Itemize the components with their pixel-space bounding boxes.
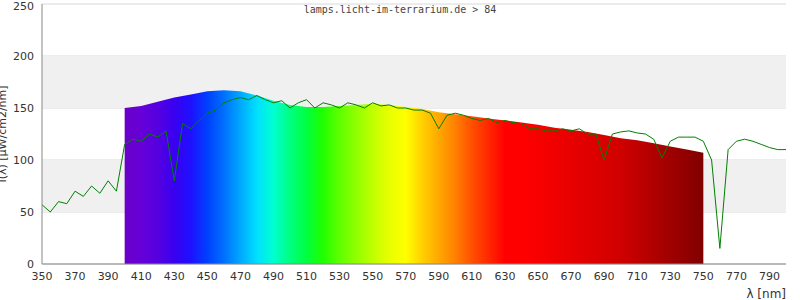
svg-text:450: 450 [197, 270, 218, 283]
svg-text:750: 750 [693, 270, 714, 283]
svg-text:50: 50 [20, 206, 34, 219]
svg-text:390: 390 [98, 270, 119, 283]
svg-text:530: 530 [329, 270, 350, 283]
svg-text:710: 710 [627, 270, 648, 283]
svg-text:470: 470 [230, 270, 251, 283]
svg-text:610: 610 [461, 270, 482, 283]
svg-text:670: 670 [561, 270, 582, 283]
svg-text:350: 350 [32, 270, 53, 283]
svg-text:λ [nm]: λ [nm] [746, 287, 786, 300]
svg-text:100: 100 [13, 154, 34, 167]
svg-text:570: 570 [395, 270, 416, 283]
svg-text:150: 150 [13, 102, 34, 115]
svg-text:250: 250 [13, 0, 34, 13]
svg-text:790: 790 [759, 270, 780, 283]
svg-text:430: 430 [164, 270, 185, 283]
svg-text:650: 650 [528, 270, 549, 283]
svg-text:410: 410 [131, 270, 152, 283]
svg-text:590: 590 [428, 270, 449, 283]
svg-text:770: 770 [726, 270, 747, 283]
svg-text:550: 550 [362, 270, 383, 283]
svg-text:370: 370 [65, 270, 86, 283]
svg-text:490: 490 [263, 270, 284, 283]
svg-text:200: 200 [13, 50, 34, 63]
svg-text:510: 510 [296, 270, 317, 283]
html-text:lamps.licht-im-terrarium.de >: lamps.licht-im-terrarium.de > 84 [303, 4, 497, 15]
svg-text:730: 730 [660, 270, 681, 283]
svg-text:0: 0 [27, 258, 34, 271]
svg-text:690: 690 [594, 270, 615, 283]
svg-text:I(λ) [µW/cm2/nm]: I(λ) [µW/cm2/nm] [8, 85, 9, 182]
svg-text:630: 630 [494, 270, 515, 283]
